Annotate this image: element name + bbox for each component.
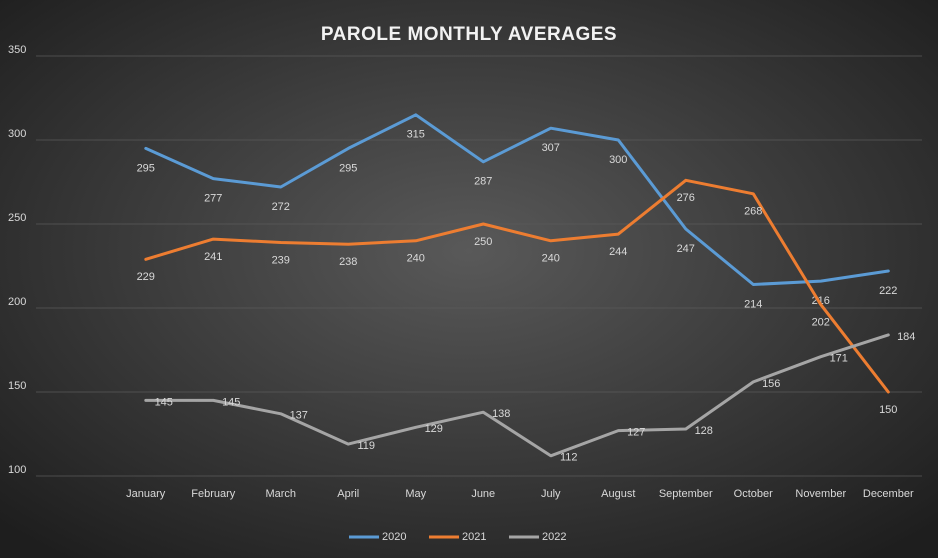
data-label: 239 xyxy=(272,254,290,266)
data-label: 145 xyxy=(222,396,240,408)
data-label: 276 xyxy=(677,192,695,204)
data-label: 202 xyxy=(812,317,830,329)
y-tick-label: 100 xyxy=(8,464,26,476)
data-label: 138 xyxy=(492,408,510,420)
x-tick-label: January xyxy=(126,488,166,500)
series-line xyxy=(144,333,890,458)
data-label: 307 xyxy=(542,142,560,154)
data-label: 137 xyxy=(290,410,308,422)
data-label: 315 xyxy=(407,129,425,141)
x-tick-label: October xyxy=(734,488,773,500)
x-tick-label: March xyxy=(265,488,296,500)
legend-label: 2021 xyxy=(462,531,486,543)
data-label: 112 xyxy=(560,452,578,464)
y-tick-label: 200 xyxy=(8,296,26,308)
data-label: 287 xyxy=(474,176,492,188)
y-tick-label: 150 xyxy=(8,380,26,392)
x-tick-label: June xyxy=(471,488,495,500)
data-label: 214 xyxy=(744,298,762,310)
data-label: 238 xyxy=(339,256,357,268)
data-label: 171 xyxy=(830,353,848,365)
data-label: 295 xyxy=(137,162,155,174)
x-tick-label: February xyxy=(191,488,236,500)
data-label: 240 xyxy=(407,253,425,265)
y-tick-label: 350 xyxy=(8,44,26,56)
data-label: 129 xyxy=(425,423,443,435)
data-label: 156 xyxy=(762,378,780,390)
chart-title: PAROLE MONTHLY AVERAGES xyxy=(321,24,617,45)
data-label: 241 xyxy=(204,251,222,263)
data-label: 128 xyxy=(695,425,713,437)
data-label: 272 xyxy=(272,201,290,213)
data-label: 119 xyxy=(357,440,375,452)
data-label: 222 xyxy=(879,285,897,297)
data-label: 240 xyxy=(542,253,560,265)
data-label: 300 xyxy=(609,154,627,166)
data-label: 268 xyxy=(744,206,762,218)
x-tick-label: December xyxy=(863,488,914,500)
x-tick-label: August xyxy=(601,488,635,500)
data-label: 127 xyxy=(627,427,645,439)
y-tick-label: 300 xyxy=(8,128,26,140)
data-label: 277 xyxy=(204,193,222,205)
x-tick-label: November xyxy=(795,488,846,500)
y-tick-label: 250 xyxy=(8,212,26,224)
legend-label: 2022 xyxy=(542,531,566,543)
data-label: 145 xyxy=(155,396,173,408)
data-label: 244 xyxy=(609,246,627,258)
data-label: 150 xyxy=(879,404,897,416)
data-label: 229 xyxy=(137,271,155,283)
data-label: 250 xyxy=(474,236,492,248)
series-line xyxy=(144,178,890,394)
x-tick-label: May xyxy=(405,488,426,500)
legend-label: 2020 xyxy=(382,531,406,543)
data-label: 295 xyxy=(339,162,357,174)
x-tick-label: July xyxy=(541,488,561,500)
data-label: 184 xyxy=(897,331,915,343)
data-label: 247 xyxy=(677,243,695,255)
x-tick-label: April xyxy=(337,488,359,500)
x-tick-label: September xyxy=(659,488,713,500)
series-line xyxy=(144,113,890,286)
